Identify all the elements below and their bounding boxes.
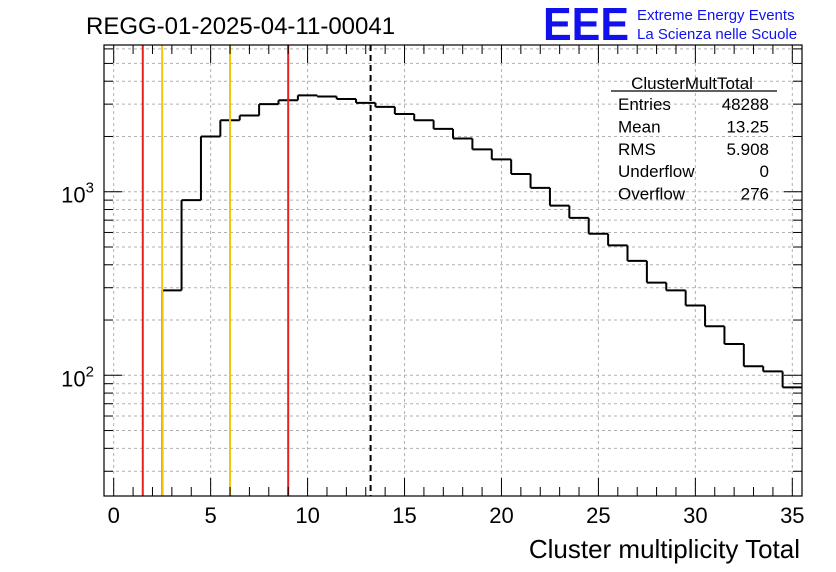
x-tick-label: 15 bbox=[392, 503, 416, 528]
chart-title: REGG-01-2025-04-11-00041 bbox=[86, 13, 395, 40]
stats-value: 48288 bbox=[722, 95, 769, 114]
y-tick-label: 103 bbox=[61, 180, 94, 208]
stats-value: 5.908 bbox=[726, 140, 769, 159]
x-tick-label: 20 bbox=[489, 503, 513, 528]
plot-frame bbox=[103, 44, 803, 497]
axis-ticks bbox=[104, 45, 802, 496]
x-tick-label: 0 bbox=[108, 503, 120, 528]
stats-value: 13.25 bbox=[726, 117, 769, 136]
stats-title: ClusterMultTotal bbox=[631, 74, 753, 93]
logo-line2: La Scienza nelle Scuole bbox=[637, 26, 797, 43]
tick-labels: 0 5 10 15 20 25 30 35 102 103 bbox=[61, 180, 804, 528]
x-tick-label: 35 bbox=[780, 503, 804, 528]
x-tick-label: 10 bbox=[295, 503, 319, 528]
stats-label: Mean bbox=[618, 117, 661, 136]
stats-box: ClusterMultTotal Entries 48288 Mean 13.25 RM… bbox=[611, 74, 777, 204]
x-tick-label: 5 bbox=[205, 503, 217, 528]
grid bbox=[104, 45, 802, 496]
x-axis-label: Cluster multiplicity Total bbox=[529, 534, 800, 564]
eee-logo: EEE Extreme Energy Events La Scienza nel… bbox=[543, 0, 797, 50]
stats-label: Overflow bbox=[618, 185, 686, 204]
stats-label: Underflow bbox=[618, 162, 695, 181]
logo-mark: EEE bbox=[543, 0, 629, 50]
stats-rows: Entries 48288 Mean 13.25 RMS 5.908 Underflow 0 O… bbox=[618, 95, 769, 204]
stats-label: Entries bbox=[618, 95, 671, 114]
histogram-bins bbox=[161, 94, 802, 496]
marker-lines bbox=[141, 45, 372, 496]
stats-label: RMS bbox=[618, 140, 656, 159]
y-tick-label: 102 bbox=[61, 363, 94, 391]
stats-value: 276 bbox=[741, 185, 769, 204]
x-tick-label: 30 bbox=[683, 503, 707, 528]
logo-line1: Extreme Energy Events bbox=[637, 7, 795, 24]
x-tick-label: 25 bbox=[586, 503, 610, 528]
stats-value: 0 bbox=[760, 162, 769, 181]
